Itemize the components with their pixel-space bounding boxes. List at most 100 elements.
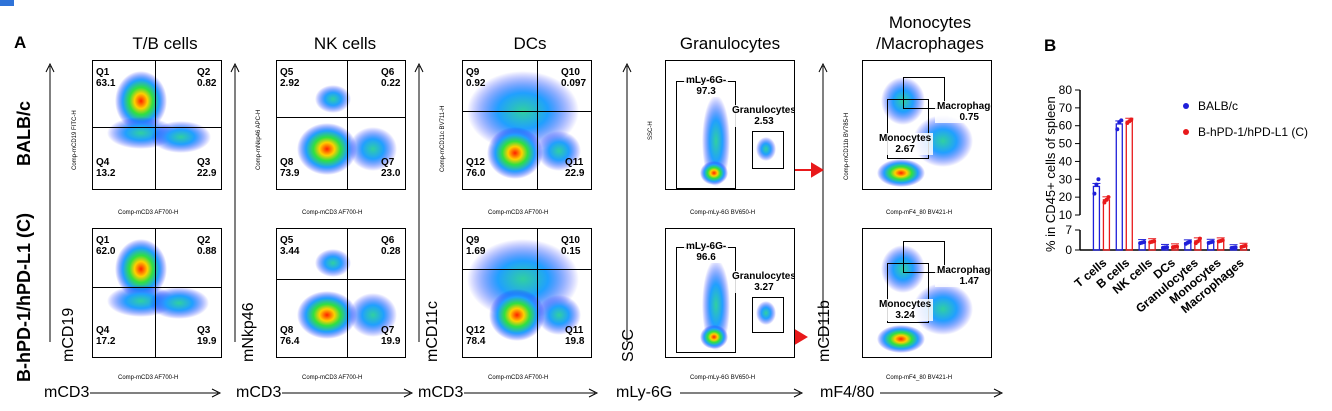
- quadrant-q3: Q3 19.9: [197, 325, 217, 347]
- density-cloud: [700, 95, 776, 187]
- flow-plot-dc-hpd: Q9 1.69 Q10 0.15 Q12 78.4 Q11 19.8: [462, 228, 592, 358]
- x-axis-text: Comp-mCD3 AF700-H: [302, 375, 363, 381]
- flow-plot-tb-hpd: Q1 62.0 Q2 0.88 Q4 17.2 Q3 19.9: [92, 228, 222, 358]
- data-point: [1210, 239, 1215, 244]
- quadrant-q10: Q10 0.15: [561, 235, 581, 257]
- data-point: [1175, 244, 1179, 249]
- data-point: [1243, 243, 1248, 248]
- data-point: [1233, 245, 1238, 250]
- gate-monocytes: Monocytes 3.24: [877, 299, 934, 321]
- y-tick-label: 50: [1059, 137, 1073, 151]
- x-axis-text: Comp-mCD3 AF700-H: [302, 210, 363, 216]
- quadrant-q11: Q11 22.9: [565, 157, 585, 179]
- chart-axes: [1079, 90, 1250, 251]
- gate-monocytes: Monocytes 2.67: [877, 133, 934, 155]
- legend-marker: [1183, 103, 1189, 109]
- gate-granulocytes: Granulocytes 2.53: [730, 105, 794, 127]
- quadrant-q9: Q9 1.69: [466, 235, 486, 257]
- y-axis-text: Comp-mCD11b BV785-H: [844, 112, 850, 180]
- x-axis-text: Comp-mLy-6G BV650-H: [690, 210, 756, 216]
- legend-marker: [1183, 129, 1189, 135]
- legend-label: BALB/c: [1198, 99, 1238, 113]
- flow-plot-nk-hpd: Q5 3.44 Q6 0.28 Q8 76.4 Q7 19.9: [276, 228, 406, 358]
- quadrant-q2: Q2 0.88: [197, 235, 217, 257]
- x-marker-ly6g: mLy-6G: [616, 384, 673, 401]
- gate-ly6g-neg: mLy-6G- 96.6: [684, 241, 729, 263]
- bar: [1125, 120, 1133, 251]
- x-axis-text: Comp-mCD3 AF700-H: [118, 210, 179, 216]
- quadrant-q4: Q4 17.2: [96, 325, 116, 347]
- col-title-nk: NK cells: [313, 34, 377, 53]
- density-cloud: [467, 239, 581, 341]
- quadrant-q6: Q6 0.28: [381, 235, 401, 257]
- quadrant-q1: Q1 63.1: [96, 67, 116, 89]
- quadrant-q8: Q8 73.9: [280, 157, 300, 179]
- x-marker-cd3-dc: mCD3: [418, 384, 464, 401]
- chart-legend: BALB/c B-hPD-1/hPD-L1 (C): [1183, 99, 1308, 139]
- x-marker-f480: mF4/80: [820, 384, 875, 401]
- quadrant-q10: Q10 0.097: [561, 67, 587, 89]
- data-point: [1220, 238, 1225, 243]
- quadrant-q5: Q5 3.44: [280, 235, 300, 257]
- gate-granulocytes: Granulocytes 3.27: [730, 271, 794, 293]
- x-axis-text: Comp-mCD3 AF700-H: [488, 210, 549, 216]
- quadrant-q11: Q11 19.8: [565, 325, 585, 347]
- bar: [1102, 199, 1111, 251]
- y-tick-label: 30: [1059, 172, 1073, 186]
- density-cloud: [107, 71, 211, 153]
- quadrant-q4: Q4 13.2: [96, 157, 116, 179]
- gate-macrophages: Macrophages 0.75: [935, 101, 991, 123]
- quadrant-q5: Q5 2.92: [280, 67, 300, 89]
- density-cloud: [700, 259, 776, 351]
- y-tick-label: 0: [1065, 243, 1072, 257]
- flow-plot-granulocytes-hpd: mLy-6G- 96.6 Granulocytes 3.27: [665, 228, 795, 358]
- data-point: [1115, 127, 1120, 132]
- data-point: [1092, 191, 1097, 196]
- y-tick-label: 80: [1059, 83, 1073, 97]
- y-axis-text: SSC-H: [648, 121, 654, 140]
- accent-strip: [0, 0, 14, 6]
- x-axis-text: Comp-mF4_80 BV421-H: [886, 375, 953, 381]
- panel-a-label: A: [14, 33, 27, 52]
- gate-ly6g-neg: mLy-6G- 97.3: [684, 75, 729, 97]
- density-cloud: [297, 249, 397, 339]
- chart-ylabel: % in CD45+ cells of spleen: [1043, 96, 1058, 252]
- y-axis-text: Comp-mCD11c BV711-H: [440, 105, 446, 172]
- quadrant-q8: Q8 76.4: [280, 325, 300, 347]
- data-point: [1197, 236, 1202, 241]
- y-tick-label: 70: [1059, 101, 1073, 115]
- quadrant-q12: Q12 78.4: [466, 325, 486, 347]
- flow-plot-granulocytes-balbc: mLy-6G- 97.3 Granulocytes 2.53: [665, 60, 795, 190]
- col-title-monocytes: Monocytes /Macrophages: [876, 13, 984, 53]
- col-title-granulocytes: Granulocytes: [679, 34, 781, 53]
- flow-plot-nk-balbc: Q5 2.92 Q6 0.22 Q8 73.9 Q7 23.0: [276, 60, 406, 190]
- x-axis-text: Comp-mCD3 AF700-H: [118, 375, 179, 381]
- data-point: [1106, 195, 1111, 200]
- chart-points: [1092, 117, 1248, 250]
- col-title-tb: T/B cells: [132, 34, 198, 53]
- chart-ticks: 10 20 30 40 50 60 70 80 0 7: [1059, 83, 1080, 257]
- data-point: [1129, 117, 1134, 122]
- bar: [1092, 185, 1101, 251]
- quadrant-q1: Q1 62.0: [96, 235, 116, 257]
- quadrant-q9: Q9 0.92: [466, 67, 486, 89]
- density-cloud: [107, 239, 209, 319]
- gate-macrophages: Macrophages 1.47: [935, 265, 991, 287]
- y-tick-label: 40: [1059, 154, 1073, 168]
- flow-plot-dc-balbc: Q9 0.92 Q10 0.097 Q12 76.0 Q11 22.9: [462, 60, 592, 190]
- data-point: [1096, 177, 1101, 182]
- flow-plot-monocytes-hpd: Macrophages 1.47 Monocytes 3.24: [862, 228, 992, 358]
- quadrant-q7: Q7 19.9: [381, 325, 401, 347]
- data-point: [1152, 239, 1157, 244]
- y-tick-label: 20: [1059, 190, 1073, 204]
- data-point: [1094, 182, 1099, 187]
- data-point: [1142, 240, 1147, 244]
- x-marker-cd3-tb: mCD3: [44, 384, 90, 401]
- density-cloud: [297, 85, 397, 175]
- x-axis-text: Comp-mCD3 AF700-H: [488, 375, 549, 381]
- y-tick-label: 7: [1065, 223, 1072, 237]
- quadrant-q6: Q6 0.22: [381, 67, 401, 89]
